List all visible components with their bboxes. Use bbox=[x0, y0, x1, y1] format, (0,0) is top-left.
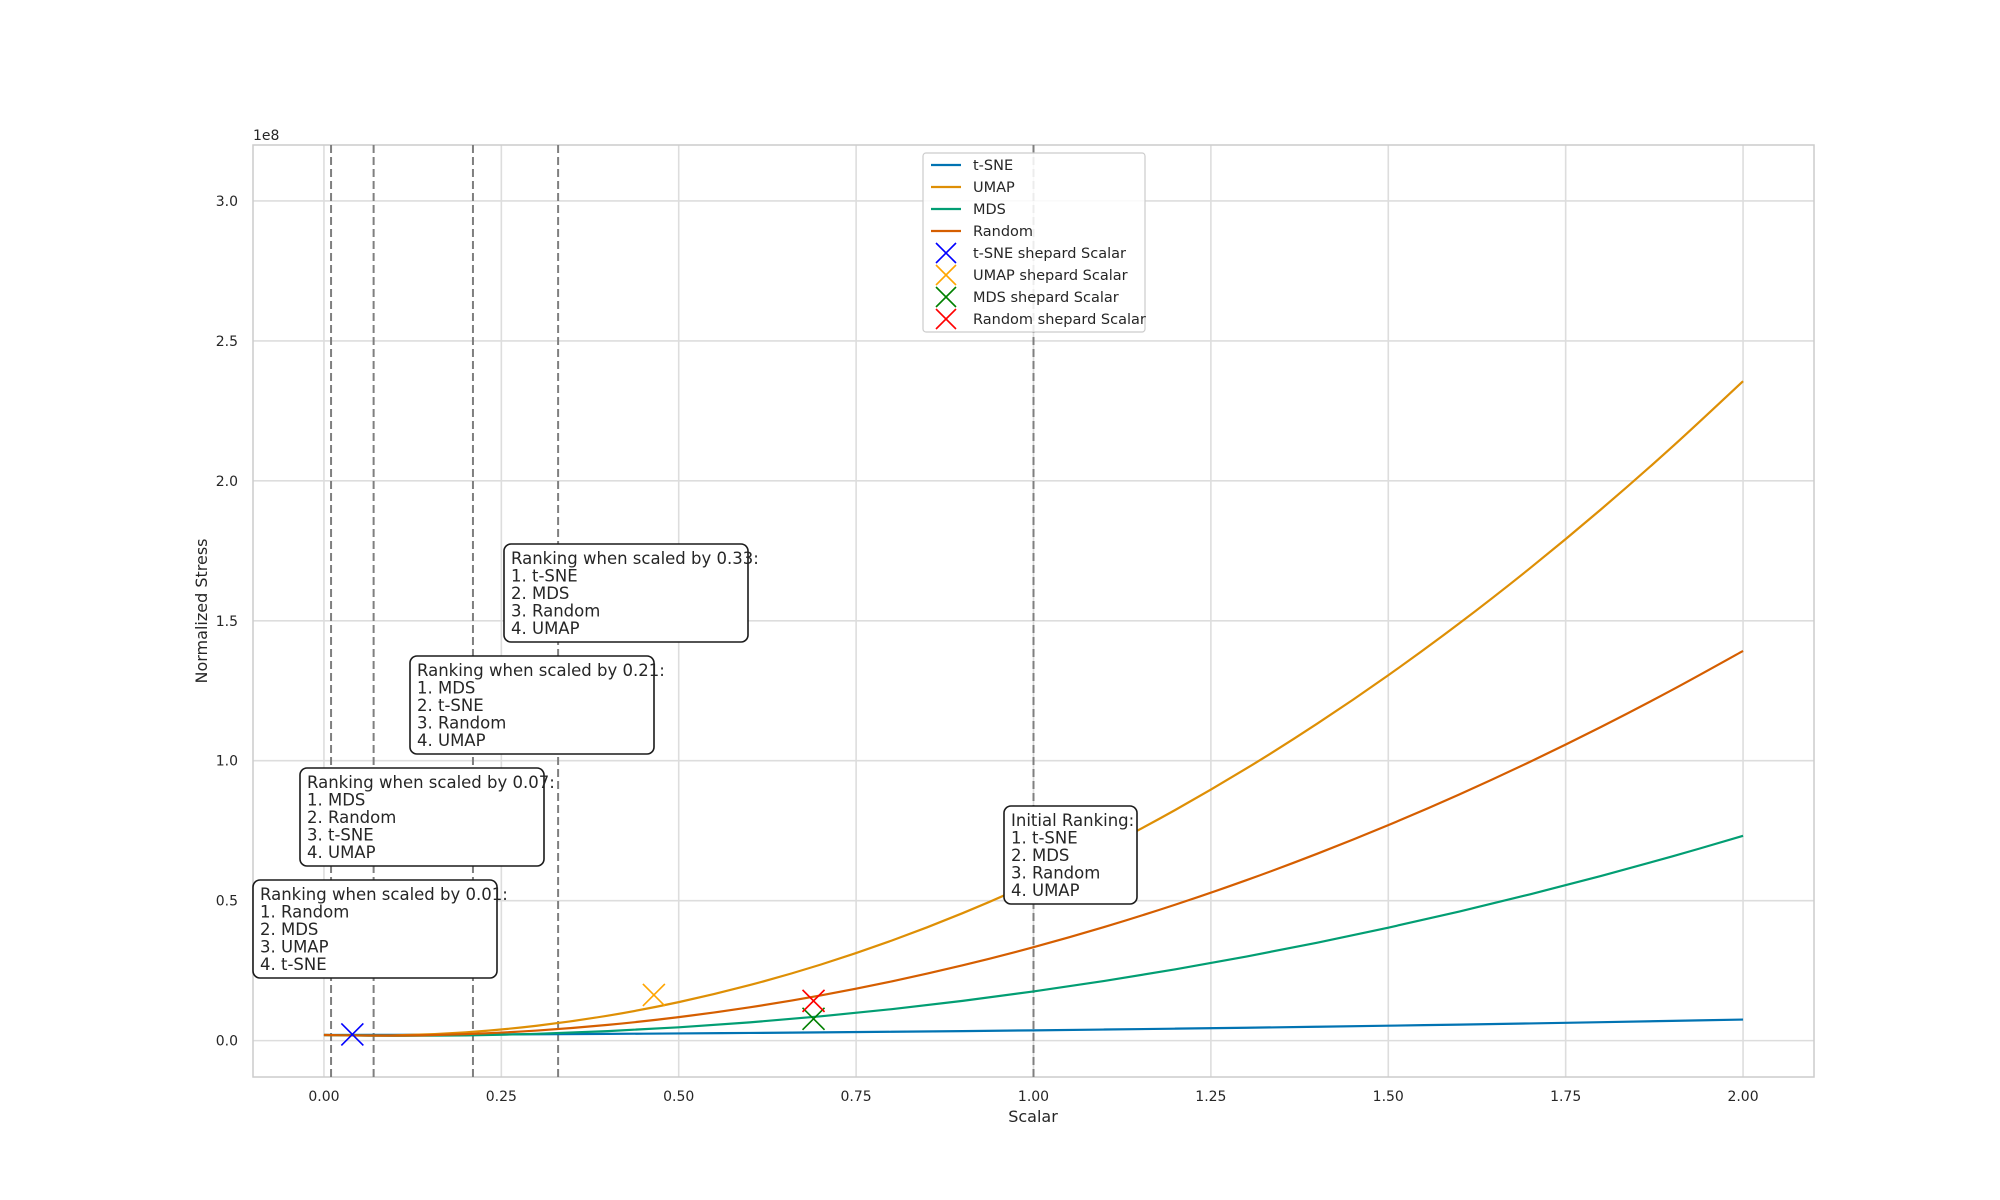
y-tick-label: 1.0 bbox=[216, 754, 238, 770]
series-line-t-sne bbox=[323, 1018, 1744, 1037]
legend-marker-swatch bbox=[935, 264, 957, 286]
y-tick-label: 1.5 bbox=[216, 614, 238, 630]
legend: t-SNE UMAP MDS Random t-SNE shepard Scalar UM… bbox=[922, 152, 1146, 333]
y-tick-label: 0.5 bbox=[216, 894, 238, 910]
x-tick-label: 1.25 bbox=[1195, 1089, 1226, 1105]
y-offset-label: 1e8 bbox=[253, 128, 279, 144]
ranking-annotation-item: 4. UMAP bbox=[417, 731, 486, 750]
legend-entry-t-sne: t-SNE bbox=[931, 158, 1013, 174]
x-tick-label: 1.75 bbox=[1550, 1089, 1581, 1105]
legend-label: t-SNE shepard Scalar bbox=[973, 246, 1126, 262]
ranking-annotation-item: 1. MDS bbox=[307, 791, 365, 810]
ranking-annotation-item: 4. t-SNE bbox=[260, 955, 327, 974]
ranking-annotation-item: 2. MDS bbox=[260, 920, 318, 939]
x-tick-label: 1.00 bbox=[1018, 1089, 1049, 1105]
x-tick-label: 0.25 bbox=[486, 1089, 517, 1105]
y-axis-label: Normalized Stress bbox=[192, 539, 211, 684]
shepard-marker-t-sne bbox=[340, 1022, 364, 1047]
ranking-annotation-item: 3. Random bbox=[1011, 864, 1100, 883]
ranking-annotation-item: 4. UMAP bbox=[1011, 881, 1080, 900]
ranking-annotation-item: 2. MDS bbox=[1011, 846, 1069, 865]
ranking-annotation-item: 3. Random bbox=[511, 602, 600, 621]
legend-label: t-SNE bbox=[973, 158, 1013, 174]
legend-marker-swatch bbox=[935, 286, 957, 308]
legend-entry-t-sne-shepard-scalar: t-SNE shepard Scalar bbox=[935, 242, 1126, 264]
x-tick-label: 0.00 bbox=[308, 1089, 339, 1105]
ranking-annotation-item: 3. UMAP bbox=[260, 938, 329, 957]
legend-entry-umap-shepard-scalar: UMAP shepard Scalar bbox=[935, 264, 1128, 286]
ranking-annotation-title: Initial Ranking: bbox=[1011, 811, 1134, 830]
y-tick-label: 0.0 bbox=[216, 1034, 238, 1050]
y-tick-label: 2.0 bbox=[216, 474, 238, 490]
ranking-annotation-item: 4. UMAP bbox=[307, 843, 376, 862]
series-line-random bbox=[323, 649, 1744, 1037]
legend-label: MDS bbox=[973, 202, 1006, 218]
legend-entry-mds: MDS bbox=[931, 202, 1006, 218]
ranking-annotation-item: 1. t-SNE bbox=[1011, 829, 1078, 848]
legend-label: Random shepard Scalar bbox=[973, 312, 1146, 328]
legend-entry-mds-shepard-scalar: MDS shepard Scalar bbox=[935, 286, 1119, 308]
ranking-annotations: Ranking when scaled by 0.01:1. Random2. … bbox=[252, 543, 1138, 979]
series-line-mds bbox=[323, 834, 1744, 1037]
x-tick-label: 2.00 bbox=[1727, 1089, 1758, 1105]
ranking-annotation-title: Ranking when scaled by 0.21: bbox=[417, 661, 665, 680]
legend-label: UMAP shepard Scalar bbox=[973, 268, 1128, 284]
tick-labels: 0.00 0.25 0.50 0.75 1.00 1.25 1.50 1.75 2.00 0.0 0… bbox=[216, 194, 1759, 1105]
legend-entry-random: Random bbox=[931, 224, 1033, 240]
x-tick-label: 0.75 bbox=[841, 1089, 872, 1105]
legend-label: Random bbox=[973, 224, 1033, 240]
legend-label: UMAP bbox=[973, 180, 1015, 196]
ranking-annotation-item: 4. UMAP bbox=[511, 619, 580, 638]
legend-label: MDS shepard Scalar bbox=[973, 290, 1119, 306]
x-tick-label: 1.50 bbox=[1373, 1089, 1404, 1105]
shepard-marker-random bbox=[801, 989, 826, 1013]
legend-marker-swatch bbox=[935, 308, 957, 330]
legend-frame bbox=[922, 152, 1146, 333]
ranking-annotation-item: 2. Random bbox=[307, 808, 396, 827]
x-tick-label: 0.50 bbox=[663, 1089, 694, 1105]
ranking-annotation-box: Ranking when scaled by 0.01:1. Random2. … bbox=[252, 879, 508, 979]
ranking-annotation-item: 1. MDS bbox=[417, 679, 475, 698]
shepard-marker-mds bbox=[801, 1007, 826, 1031]
y-tick-label: 2.5 bbox=[216, 334, 238, 350]
shepard-markers bbox=[340, 983, 826, 1047]
ranking-annotation-item: 2. MDS bbox=[511, 584, 569, 603]
ranking-annotation-title: Ranking when scaled by 0.33: bbox=[511, 549, 759, 568]
legend-entry-random-shepard-scalar: Random shepard Scalar bbox=[935, 308, 1146, 330]
ranking-annotation-title: Ranking when scaled by 0.01: bbox=[260, 885, 508, 904]
ranking-annotation-item: 3. t-SNE bbox=[307, 826, 374, 845]
x-axis-label: Scalar bbox=[1008, 1107, 1058, 1126]
ranking-annotation-item: 1. Random bbox=[260, 903, 349, 922]
ranking-annotation-title: Ranking when scaled by 0.07: bbox=[307, 773, 555, 792]
ranking-annotation-item: 2. t-SNE bbox=[417, 696, 484, 715]
legend-marker-swatch bbox=[935, 242, 957, 264]
ranking-annotation-item: 3. Random bbox=[417, 714, 506, 733]
legend-entry-umap: UMAP bbox=[931, 180, 1015, 196]
y-tick-label: 3.0 bbox=[216, 194, 238, 210]
shepard-marker-umap bbox=[642, 983, 666, 1007]
ranking-annotation-item: 1. t-SNE bbox=[511, 567, 578, 586]
